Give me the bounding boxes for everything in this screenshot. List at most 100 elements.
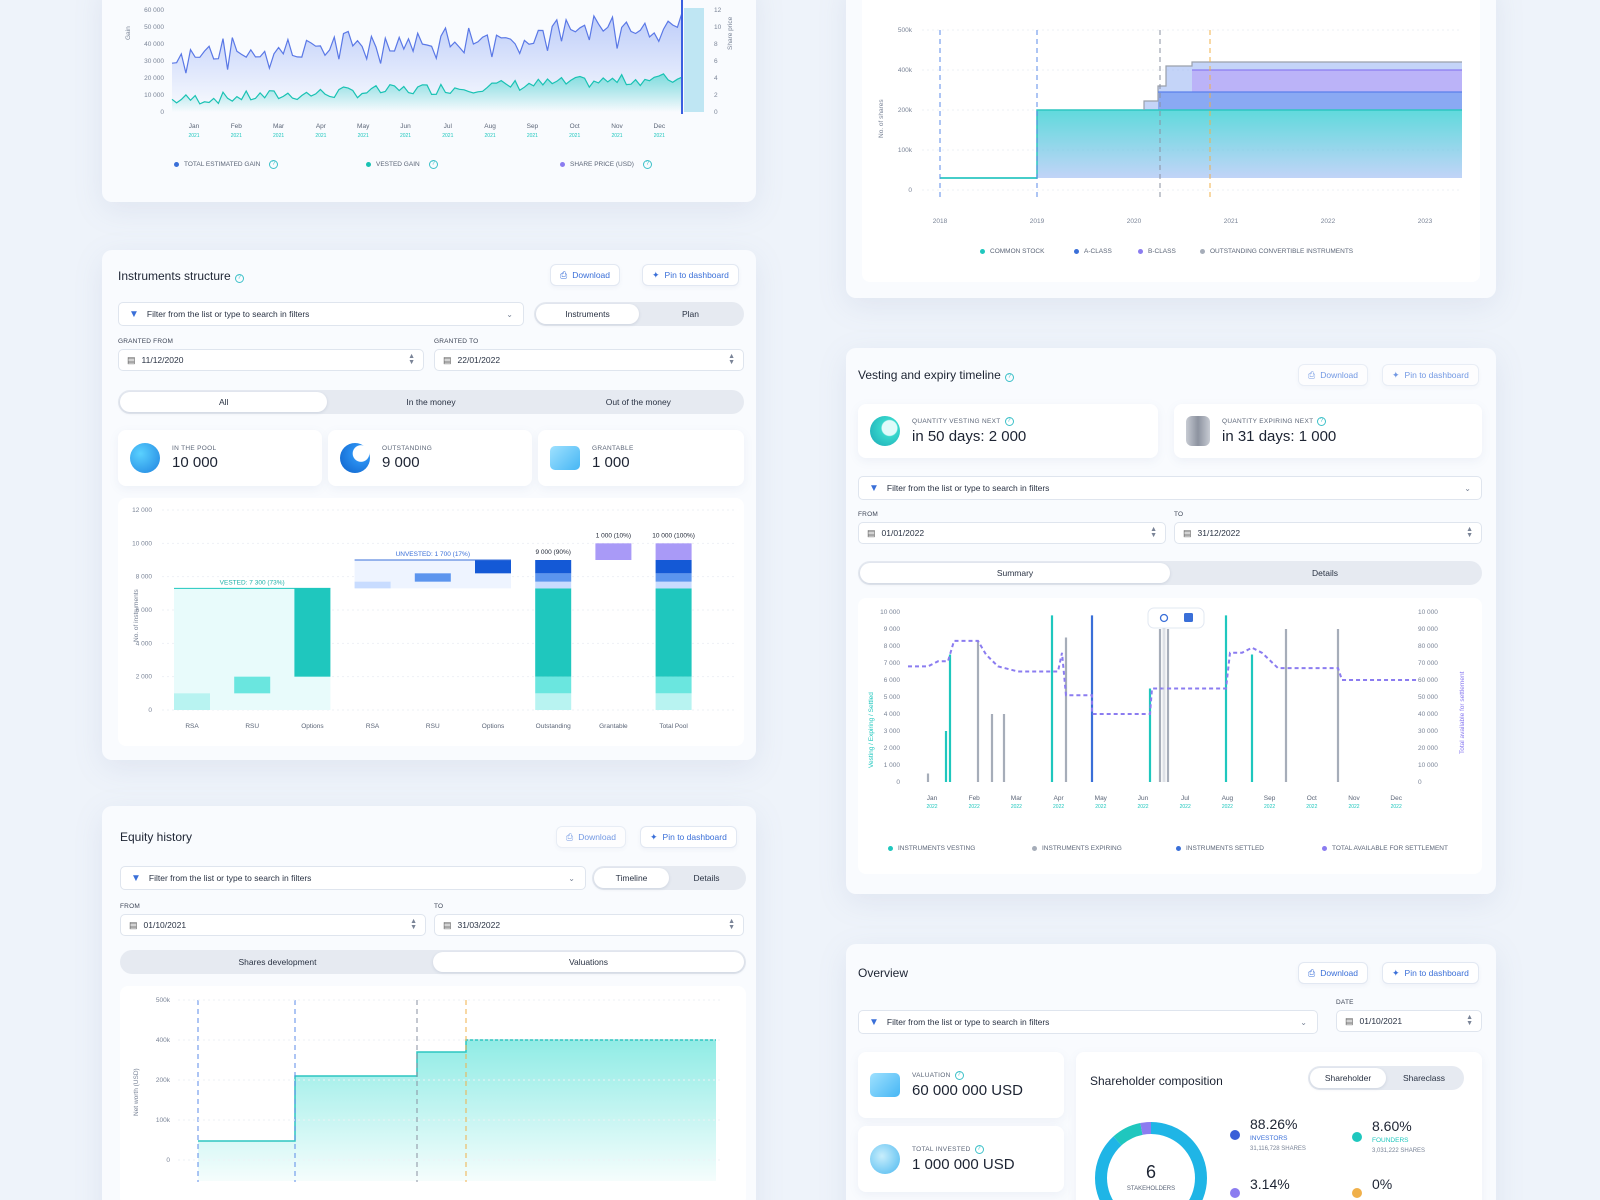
equity-view-toggle[interactable]: Timeline Details — [592, 866, 746, 890]
tab-shareclass[interactable]: Shareclass — [1402, 1073, 1446, 1083]
tab-shares-development[interactable]: Shares development — [238, 957, 317, 967]
equity-pin-button[interactable]: ✦ Pin to dashboard — [640, 826, 737, 848]
gain-y-tick: 60 000 — [144, 7, 164, 14]
inst-y-tick: 0 — [148, 707, 152, 714]
shares-y-tick: 100k — [898, 147, 913, 154]
vesting-card: Vesting and expiry timeline? ⎙ Download ✦… — [846, 348, 1496, 894]
gain-x-tick: Aug — [484, 123, 496, 130]
overview-date-label: DATE — [1336, 999, 1354, 1006]
composition-donut[interactable]: 6 STAKEHOLDERS — [1086, 1108, 1216, 1200]
stakeholders-count: 6 — [1146, 1162, 1156, 1182]
instruments-filter-input[interactable]: ▼ Filter from the list or type to search … — [118, 302, 524, 326]
gain-x-year: 2021 — [358, 133, 369, 139]
shares-x-tick: 2018 — [933, 218, 948, 225]
stepper-icon[interactable]: ▲ ▼ — [728, 918, 735, 931]
tab-all[interactable]: All — [120, 392, 328, 412]
vest-y-right-tick: 10 000 — [1418, 609, 1438, 616]
share-price-bar — [684, 8, 704, 112]
equity-from-input[interactable]: ▤ 01/10/2021 ▲ ▼ — [120, 914, 426, 936]
stepper-icon[interactable]: ▲ ▼ — [1466, 526, 1473, 539]
help-icon[interactable]: ? — [1004, 373, 1014, 382]
legend-instruments-vesting: INSTRUMENTS VESTING — [888, 845, 975, 852]
equity-to-input[interactable]: ▤ 31/03/2022 ▲ ▼ — [434, 914, 744, 936]
stepper-icon[interactable]: ▲ ▼ — [410, 918, 417, 931]
filter-icon: ▼ — [131, 872, 141, 884]
tab-timeline[interactable]: Timeline — [594, 868, 669, 888]
equity-to-label: TO — [434, 903, 444, 910]
instruments-download-button[interactable]: ⎙ Download — [550, 264, 621, 286]
vest-x-tick: Mar — [1011, 795, 1023, 802]
vesting-to-input[interactable]: ▤ 31/12/2022 ▲ ▼ — [1174, 522, 1482, 544]
overview-title: Overview — [858, 966, 909, 980]
overview-date-input[interactable]: ▤ 01/10/2021 ▲ ▼ — [1336, 1010, 1482, 1032]
pin-icon: ✦ — [1392, 369, 1400, 380]
inst-x-label: RSA — [185, 723, 199, 730]
gain-x-year: 2021 — [485, 133, 496, 139]
overview-filter-input[interactable]: ▼ Filter from the list or type to search … — [858, 1010, 1318, 1034]
tab-details[interactable]: Details — [693, 873, 720, 883]
money-filter-toggle[interactable]: All In the money Out of the money — [118, 390, 744, 414]
vesting-view-toggle[interactable]: Summary Details — [858, 561, 1482, 585]
vesting-download-button[interactable]: ⎙ Download — [1298, 364, 1369, 386]
shares-x-tick: 2023 — [1418, 218, 1433, 225]
stepper-icon[interactable]: ▲ ▼ — [728, 353, 735, 366]
overview-download-button[interactable]: ⎙ Download — [1298, 962, 1369, 984]
vest-y-tick: 4 000 — [884, 711, 901, 718]
stepper-icon[interactable]: ▲ ▼ — [1466, 1014, 1473, 1027]
equity-download-button[interactable]: ⎙ Download — [556, 826, 627, 848]
legend-instruments-expiring: INSTRUMENTS EXPIRING — [1032, 845, 1122, 852]
stack-segment — [535, 588, 572, 677]
overview-pin-button[interactable]: ✦ Pin to dashboard — [1382, 962, 1479, 984]
tab-valuations[interactable]: Valuations — [433, 952, 744, 972]
granted-to-input[interactable]: ▤ 22/01/2022 ▲ ▼ — [434, 349, 744, 371]
vesting-pin-button[interactable]: ✦ Pin to dashboard — [1382, 364, 1479, 386]
tab-out-of-the-money[interactable]: Out of the money — [605, 397, 671, 407]
equity-from-label: FROM — [120, 903, 140, 910]
overview-card: Overview ⎙ Download ✦ Pin to dashboard ▼ Fi… — [846, 944, 1496, 1200]
inst-y-tick: 8 000 — [136, 574, 153, 581]
slice-founders: 8.60% FOUNDERS 3,031,222 SHARES — [1352, 1118, 1425, 1154]
instruments-pin-button[interactable]: ✦ Pin to dashboard — [642, 264, 739, 286]
stepper-icon[interactable]: ▲ ▼ — [1150, 526, 1157, 539]
stepper-icon[interactable]: ▲ ▼ — [408, 353, 415, 366]
equity-filter-input[interactable]: ▼ Filter from the list or type to search … — [120, 866, 586, 890]
vest-y-right-tick: 40 000 — [1418, 711, 1438, 718]
vest-y-right-tick: 30 000 — [1418, 728, 1438, 735]
vest-x-year: 2022 — [1180, 804, 1191, 810]
vesting-chart: Vesting / Expiring / Settled Total avail… — [868, 607, 1466, 810]
price-y-tick: 8 — [714, 41, 718, 48]
composition-toggle[interactable]: Shareholder Shareclass — [1308, 1066, 1464, 1090]
unvested-annotation: UNVESTED: 1 700 (17%) — [396, 551, 470, 558]
instruments-card: Instruments structure? ⎙ Download ✦ Pin to… — [102, 250, 756, 760]
equity-y-tick: 0 — [166, 1157, 170, 1164]
price-y-tick: 10 — [714, 24, 722, 31]
zoom-tools[interactable] — [1147, 607, 1205, 629]
gain-y-tick: 50 000 — [144, 24, 164, 31]
gain-x-year: 2021 — [400, 133, 411, 139]
help-icon[interactable]: ? — [234, 274, 244, 283]
filter-icon: ▼ — [129, 308, 139, 320]
gain-chart: 60 000 50 000 40 000 30 000 20 000 10 000 0 12 1… — [125, 0, 734, 139]
stat-in-the-pool: IN THE POOL 10 000 — [118, 430, 322, 486]
tab-summary[interactable]: Summary — [860, 563, 1170, 583]
equity-card: Equity history ⎙ Download ✦ Pin to dashboa… — [102, 806, 756, 1200]
granted-from-input[interactable]: ▤ 11/12/2020 ▲ ▼ — [118, 349, 424, 371]
inst-x-label: Outstanding — [536, 723, 571, 730]
calendar-icon: ▤ — [129, 919, 138, 930]
equity-chart: Net worth (USD) 500k 400k 200k 100k 0 — [133, 997, 720, 1182]
gain-x-year: 2021 — [611, 133, 622, 139]
tab-in-the-money[interactable]: In the money — [406, 397, 456, 407]
vesting-filter-input[interactable]: ▼ Filter from the list or type to search … — [858, 476, 1482, 500]
vesting-from-input[interactable]: ▤ 01/01/2022 ▲ ▼ — [858, 522, 1166, 544]
tab-details[interactable]: Details — [1312, 568, 1338, 578]
vest-x-year: 2022 — [1264, 804, 1275, 810]
tab-instruments[interactable]: Instruments — [536, 304, 639, 324]
instruments-plan-toggle[interactable]: Instruments Plan — [534, 302, 744, 326]
zoom-icon[interactable] — [1159, 613, 1169, 623]
price-y-tick: 12 — [714, 7, 722, 14]
tab-plan[interactable]: Plan — [681, 309, 699, 319]
equity-chart-toggle[interactable]: Shares development Valuations — [120, 950, 746, 974]
equity-y-tick: 200k — [156, 1077, 171, 1084]
tab-shareholder[interactable]: Shareholder — [1310, 1068, 1386, 1088]
calendar-tool-icon[interactable] — [1184, 613, 1193, 622]
